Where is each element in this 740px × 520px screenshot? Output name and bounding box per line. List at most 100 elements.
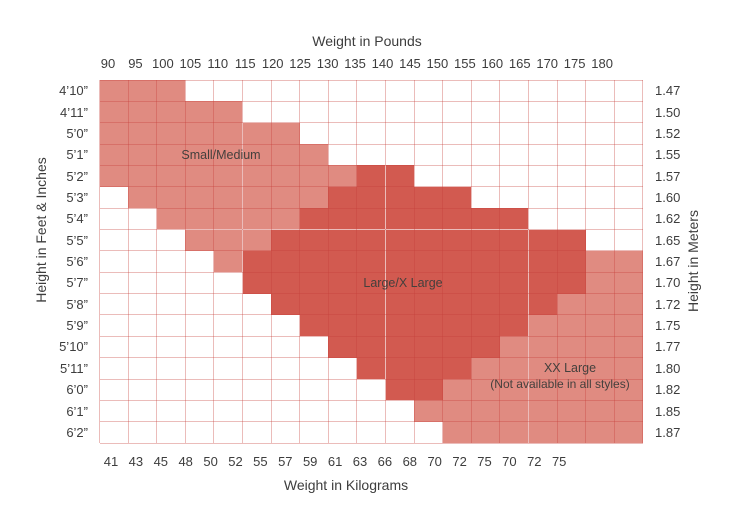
pounds-tick: 180: [591, 56, 613, 71]
grid-cell: [385, 165, 415, 187]
kg-tick: 66: [377, 454, 393, 469]
grid-cell: [299, 208, 329, 230]
grid-cell: [442, 250, 472, 273]
kg-tick: 68: [402, 454, 418, 469]
grid-line: [499, 80, 501, 444]
grid-cell: [242, 250, 272, 273]
grid-cell: [528, 336, 558, 358]
grid-cell: [557, 357, 586, 379]
grid-line: [585, 80, 587, 444]
grid-cell: [499, 293, 529, 315]
kg-tick: 70: [427, 454, 442, 469]
grid-line: [528, 80, 529, 444]
grid-cell: [328, 272, 357, 294]
grid-cell: [213, 165, 243, 187]
axis-title-weight-kilograms: Weight in Kilograms: [283, 477, 409, 493]
grid-cell: [299, 272, 329, 294]
meters-tick: 1.87: [655, 424, 681, 440]
grid-cell: [213, 144, 243, 166]
feet-tick: 5’8”: [66, 296, 88, 312]
grid-cell: [271, 122, 300, 145]
feet-tick: 5’3”: [66, 189, 88, 205]
grid-cell: [614, 336, 643, 358]
grid-cell: [442, 229, 472, 251]
grid-cell: [614, 400, 643, 422]
grid-cell: [356, 293, 386, 315]
grid-cell: [528, 229, 558, 251]
pounds-tick: 120: [261, 56, 284, 71]
grid-cell: [356, 250, 386, 273]
meters-tick: 1.80: [655, 360, 681, 376]
grid-cell: [242, 186, 272, 209]
feet-tick: 5’1”: [66, 147, 88, 163]
meters-tick: 1.65: [655, 232, 681, 248]
pounds-tick: 95: [128, 56, 143, 71]
grid-cell: [499, 208, 529, 230]
grid-cell: [614, 293, 643, 315]
feet-tick: 5’10”: [59, 339, 88, 355]
grid-cell: [471, 357, 500, 379]
grid-cell: [385, 250, 415, 273]
grid-cell: [156, 186, 186, 209]
feet-tick: 4’11”: [60, 104, 88, 120]
feet-tick: 6’1”: [66, 403, 88, 419]
feet-tick: 4’10”: [59, 83, 88, 99]
grid-cell: [585, 336, 615, 358]
grid-cell: [328, 250, 357, 273]
grid-line: [99, 122, 643, 124]
grid-line: [99, 207, 643, 209]
grid-cell: [328, 229, 357, 251]
grid-cell: [156, 101, 186, 123]
grid-line: [327, 80, 329, 444]
grid-cell: [213, 122, 243, 145]
grid-cell: [614, 421, 643, 444]
grid-cell: [385, 379, 415, 401]
grid-cell: [356, 336, 386, 358]
meters-tick: 1.57: [655, 168, 681, 184]
kg-tick: 55: [253, 454, 268, 469]
grid-cell: [614, 314, 643, 337]
grid-line: [184, 80, 186, 444]
grid-line: [99, 229, 643, 230]
grid-cell: [471, 272, 500, 294]
grid-cell: [128, 186, 157, 209]
kg-tick: 43: [128, 454, 144, 469]
grid-cell: [213, 208, 243, 230]
zone-label-xx-large-note: (Not available in all styles): [490, 377, 630, 391]
grid-cell: [385, 208, 415, 230]
grid-cell: [299, 229, 329, 251]
meters-tick: 1.75: [655, 318, 681, 334]
kg-tick: 52: [228, 454, 243, 469]
zone-label-small-medium: Small/Medium: [181, 148, 261, 162]
grid-cell: [156, 144, 186, 166]
grid-cell: [499, 379, 529, 401]
meters-tick: 1.67: [655, 254, 681, 270]
grid-cell: [471, 379, 500, 401]
pounds-tick: 155: [453, 56, 476, 71]
grid-cell: [557, 229, 586, 251]
grid-cell: [557, 272, 586, 294]
grid-cell: [528, 293, 558, 315]
grid-cell: [213, 101, 243, 123]
grid-cell: [185, 144, 214, 166]
grid-cell: [156, 208, 186, 230]
grid-line: [99, 271, 643, 273]
grid-cell: [328, 314, 357, 337]
grid-cell: [499, 400, 529, 422]
grid-line: [99, 293, 643, 295]
grid-cell: [585, 357, 615, 379]
grid-cell: [442, 272, 472, 294]
grid-line: [99, 399, 643, 401]
meters-tick: 1.50: [655, 104, 681, 120]
grid-line: [213, 80, 215, 444]
grid-cell: [557, 293, 586, 315]
feet-tick: 5’7”: [66, 275, 88, 291]
grid-cell: [471, 314, 500, 337]
grid-line: [99, 335, 643, 337]
grid-cell: [585, 314, 615, 337]
pounds-tick: 170: [536, 56, 559, 71]
grid-cell: [614, 379, 643, 401]
grid-cell: [585, 272, 615, 294]
grid-cell: [442, 336, 472, 358]
grid-cell: [271, 229, 300, 251]
